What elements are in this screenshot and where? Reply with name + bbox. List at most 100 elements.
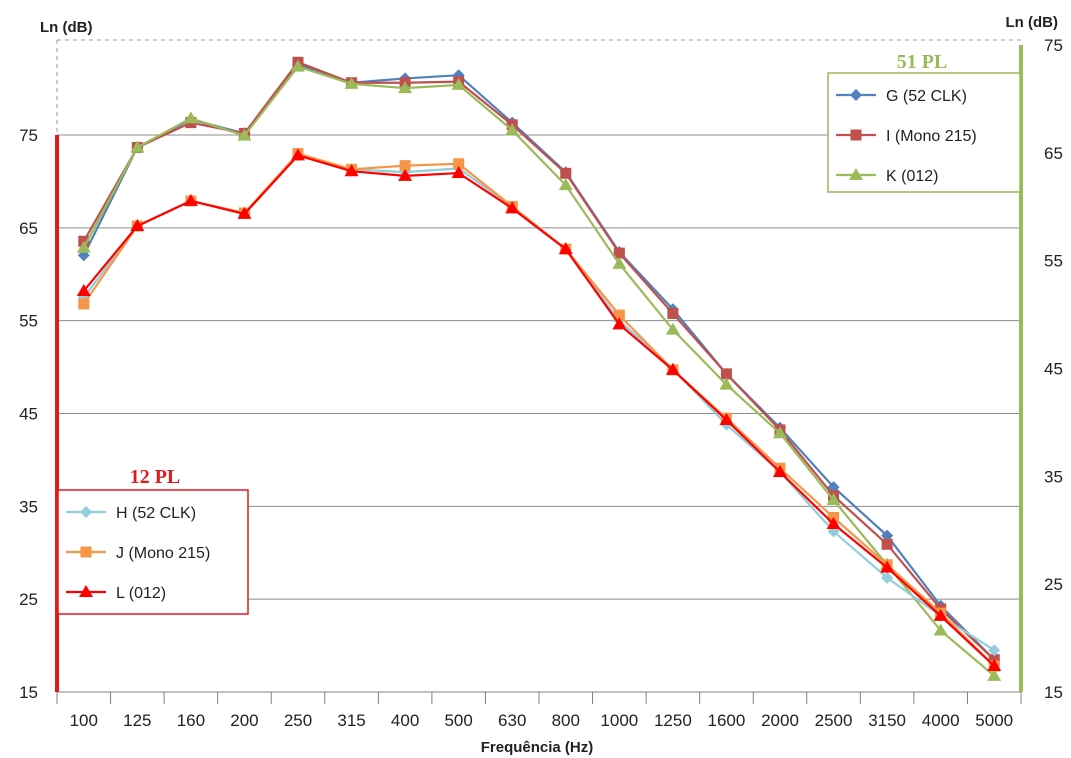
data-point	[827, 481, 840, 494]
data-point	[773, 464, 787, 477]
right-tick-label: 35	[1044, 467, 1063, 486]
left-tick-label: 75	[19, 126, 38, 145]
legend-item: H (52 CLK)	[66, 505, 196, 522]
data-point	[719, 412, 734, 425]
x-tick-label: 400	[391, 711, 419, 730]
data-point	[398, 81, 413, 94]
legend-title-12-pl: 12 PL	[130, 466, 181, 488]
data-point	[451, 77, 466, 90]
series-line	[82, 154, 995, 667]
legend-item: J (Mono 215)	[66, 545, 210, 562]
x-tick-label: 5000	[975, 711, 1013, 730]
data-point	[558, 178, 573, 191]
data-point	[76, 240, 91, 253]
data-point	[237, 128, 252, 141]
data-point	[826, 493, 841, 506]
legend-label: G (52 CLK)	[886, 88, 967, 105]
x-tick-label: 315	[337, 711, 365, 730]
legend-marker	[79, 585, 93, 597]
x-tick-label: 800	[552, 711, 580, 730]
data-point	[719, 377, 734, 390]
data-point	[558, 242, 573, 255]
data-point	[291, 59, 305, 72]
data-point	[773, 426, 787, 439]
data-point	[78, 298, 90, 310]
tick-labels: 15 25 35 45 55 65 75 15 25 35 45 55 65 75 100 125 160 200…	[19, 36, 1063, 730]
data-point	[987, 659, 1002, 672]
data-point	[505, 123, 520, 136]
left-tick-label: 45	[19, 405, 38, 424]
data-point	[933, 623, 948, 636]
x-tick-label: 2500	[815, 711, 853, 730]
x-tick-label: 3150	[868, 711, 906, 730]
right-tick-label: 55	[1044, 252, 1063, 271]
x-tick-label: 1000	[600, 711, 638, 730]
data-point	[612, 317, 627, 330]
data-point	[451, 166, 466, 179]
legend-label: I (Mono 215)	[886, 128, 977, 145]
data-point	[398, 168, 413, 181]
legend-12-pl: 12 PL H (52 CLK) J (Mono 215) L (012)	[57, 466, 249, 615]
data-point	[987, 668, 1002, 681]
data-point	[613, 247, 625, 259]
data-point	[881, 571, 894, 584]
right-tick-label: 65	[1044, 144, 1063, 163]
legend-label: K (012)	[886, 168, 938, 185]
right-tick-label: 25	[1044, 575, 1063, 594]
x-tick-label: 160	[177, 711, 205, 730]
data-point	[720, 368, 732, 380]
data-point	[988, 644, 1001, 657]
x-tick-label: 250	[284, 711, 312, 730]
data-point	[612, 256, 627, 269]
data-point	[665, 362, 680, 375]
series-k-012-	[76, 59, 1002, 681]
right-tick-label: 75	[1044, 36, 1063, 55]
legend-51-pl: 51 PL G (52 CLK) I (Mono 215) K (012)	[827, 51, 1021, 193]
legend-item: K (012)	[836, 168, 938, 185]
x-tick-label: 4000	[922, 711, 960, 730]
data-point	[880, 560, 895, 573]
x-tick-label: 1600	[708, 711, 746, 730]
x-tick-label: 1250	[654, 711, 692, 730]
data-point	[933, 608, 948, 621]
legend-label: L (012)	[116, 585, 166, 602]
data-point	[881, 529, 894, 542]
x-tick-label: 125	[123, 711, 151, 730]
left-tick-label: 55	[19, 312, 38, 331]
legend-item: L (012)	[66, 585, 166, 602]
data-point	[613, 309, 625, 321]
legend-label: J (Mono 215)	[116, 545, 210, 562]
series-l-012-	[76, 148, 1002, 672]
data-point	[237, 206, 252, 219]
data-point	[130, 140, 145, 153]
data-point	[826, 516, 841, 529]
data-point	[399, 160, 411, 172]
data-point	[453, 158, 465, 170]
data-point	[291, 148, 305, 161]
x-tick-label: 2000	[761, 711, 799, 730]
legend-item: I (Mono 215)	[836, 128, 977, 145]
x-tick-label: 100	[70, 711, 98, 730]
data-point	[130, 218, 145, 231]
left-tick-label: 35	[19, 497, 38, 516]
right-axis-label: Ln (dB)	[1006, 14, 1058, 31]
data-point	[183, 193, 198, 206]
data-point	[183, 111, 198, 124]
data-point	[76, 283, 91, 296]
right-tick-label: 45	[1044, 360, 1063, 379]
x-tick-label: 630	[498, 711, 526, 730]
series-layer	[76, 56, 1002, 681]
x-axis-label: Frequência (Hz)	[481, 739, 594, 756]
legend-marker	[850, 129, 862, 141]
data-point	[665, 322, 680, 335]
data-point	[344, 76, 359, 89]
legend-item: G (52 CLK)	[836, 88, 967, 105]
series-line	[82, 65, 995, 677]
legend-marker	[850, 89, 862, 101]
data-point	[344, 164, 359, 177]
legend-marker	[80, 546, 92, 558]
axes	[55, 45, 1023, 704]
left-tick-label: 65	[19, 219, 38, 238]
legend-marker	[849, 168, 863, 180]
